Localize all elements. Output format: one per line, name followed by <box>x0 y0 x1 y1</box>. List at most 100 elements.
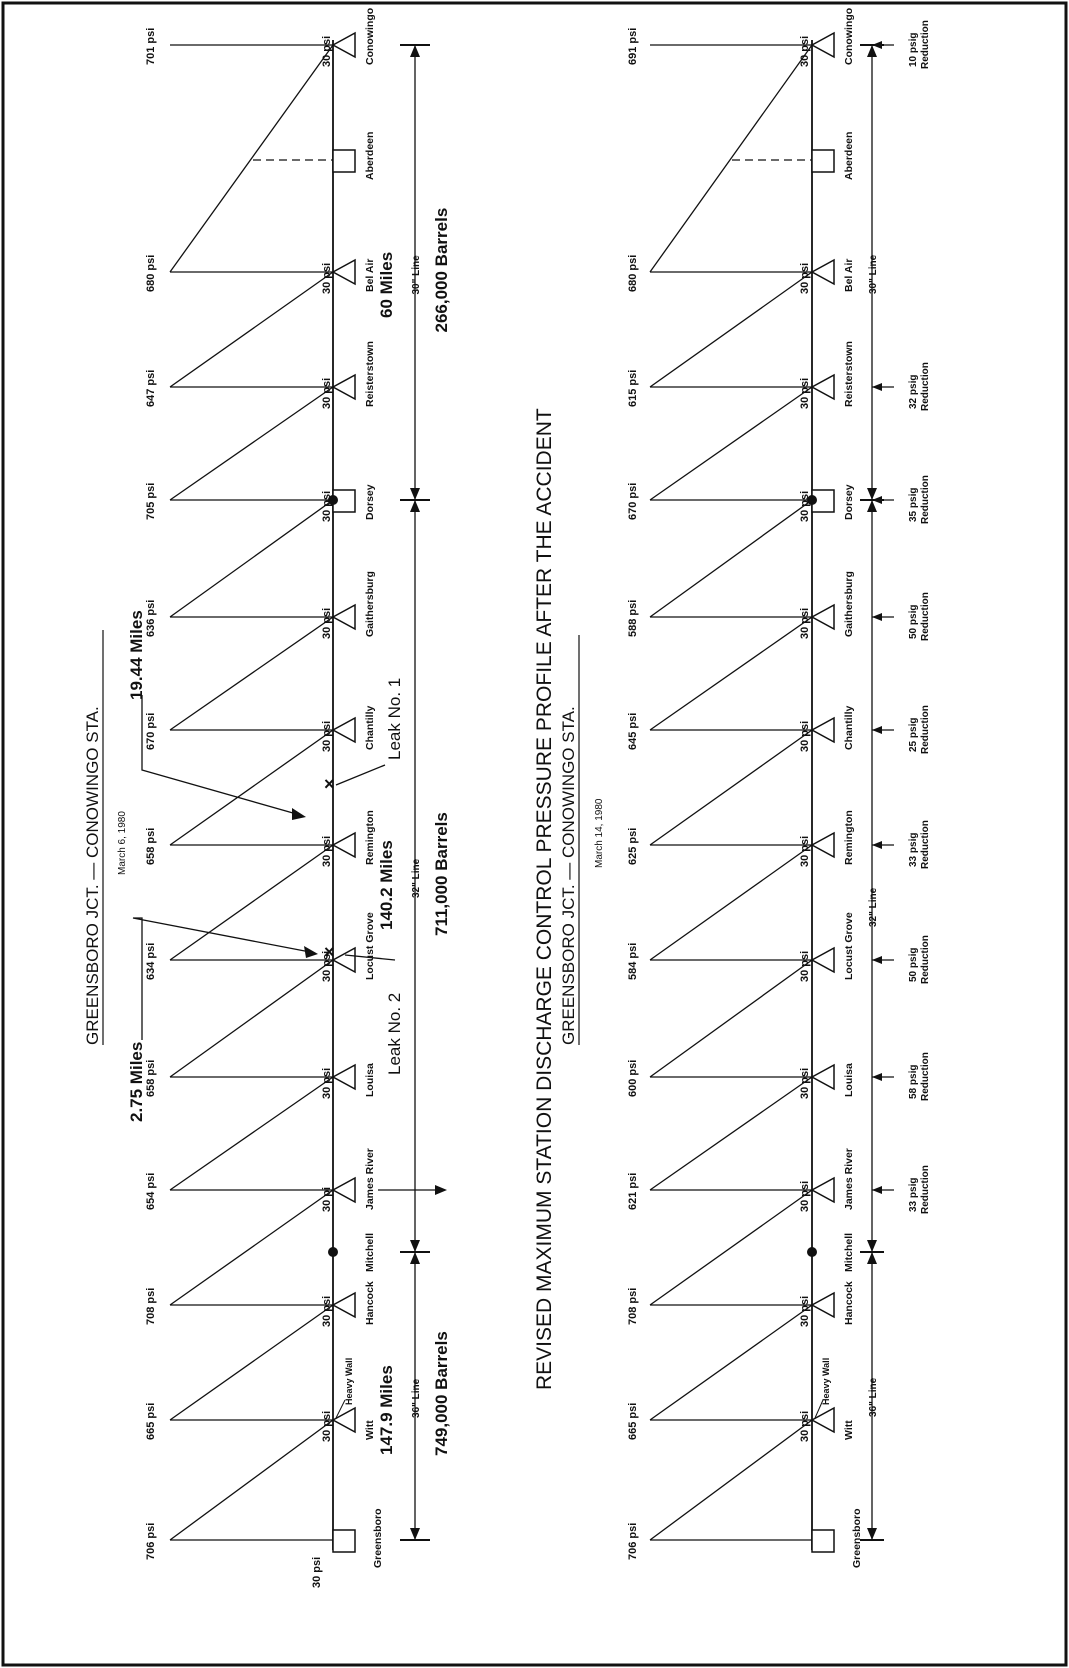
pump-station-icon <box>810 1176 835 1204</box>
pump-station-icon <box>810 373 835 401</box>
pump-station-icon <box>810 831 835 859</box>
suction-pressure-label: 30 psi <box>799 1411 811 1442</box>
discharge-pressure-label: 665 psi <box>627 1403 639 1440</box>
hydraulic-gradient-line <box>169 959 334 1078</box>
reduction-label: Reduction <box>920 820 931 869</box>
segment-line-size-label: 30" Line <box>868 254 879 294</box>
hydraulic-gradient-line <box>169 499 334 618</box>
station-label-hancock: Hancock <box>843 1281 855 1325</box>
discharge-pressure-label: 670 psi <box>145 713 157 750</box>
suction-pressure-label: 30 psi <box>799 491 811 522</box>
pump-station-icon <box>331 1176 356 1204</box>
leak-1-marker: × <box>324 774 335 794</box>
pump-station-icon <box>331 31 356 59</box>
suction-pressure-label: 30 psi <box>321 263 333 294</box>
station-label-locust-grove: Locust Grove <box>843 912 855 980</box>
arrowhead <box>867 1252 877 1264</box>
suction-pressure-label: 30 psi <box>321 378 333 409</box>
hydraulic-gradient-line <box>649 616 813 731</box>
pump-station-icon <box>810 1406 835 1434</box>
suction-pressure-label: 30 psi <box>799 1068 811 1099</box>
discharge-pressure-label: 647 psi <box>145 370 157 407</box>
pump-station-icon <box>331 603 356 631</box>
suction-pressure-label: 30 psi <box>799 608 811 639</box>
discharge-pressure-label: 654 psi <box>145 1173 157 1210</box>
heavy-wall-label: Heavy Wall <box>344 1358 354 1405</box>
arrowhead <box>872 1073 882 1081</box>
segment-line-size-label: 36" Line <box>411 1378 422 1418</box>
suction-pressure-label: 30 psi <box>799 1181 811 1212</box>
discharge-pressure-label: 658 psi <box>145 828 157 865</box>
discharge-pressure-label: 636 psi <box>145 600 157 637</box>
reduction-label: Reduction <box>920 1165 931 1214</box>
station-label-remington: Remington <box>843 810 855 865</box>
hydraulic-gradient-line <box>169 44 334 273</box>
station-label-bel-air: Bel Air <box>843 259 855 292</box>
station-label-gaithersburg: Gaithersburg <box>843 571 855 637</box>
panel-b-profile: 706 psi 665 psi 30 psi 708 psi 30 psi 621 psi… <box>627 8 931 1568</box>
station-label-gaithersburg: Gaithersburg <box>364 571 376 637</box>
station-label-louisa: Louisa <box>843 1063 855 1097</box>
reduction-label: Reduction <box>920 362 931 411</box>
miles-19-44-label: 19.44 Miles <box>127 610 146 700</box>
reduction-label: Reduction <box>920 935 931 984</box>
arrowhead <box>872 41 882 49</box>
pump-station-icon <box>331 946 356 974</box>
hydraulic-gradient-line <box>169 386 334 501</box>
arrowhead <box>872 841 882 849</box>
arrowhead <box>872 496 882 504</box>
hydraulic-gradient-line <box>649 386 813 501</box>
suction-pressure-label: 30 psi <box>799 721 811 752</box>
main-title: REVISED MAXIMUM STATION DISCHARGE CONTRO… <box>533 408 556 1390</box>
arrowhead <box>304 946 318 958</box>
discharge-pressure-label: 701 psi <box>145 28 157 65</box>
pump-station-icon <box>810 946 835 974</box>
arrowhead <box>867 1528 877 1540</box>
discharge-pressure-label: 665 psi <box>145 1403 157 1440</box>
station-label-hancock: Hancock <box>364 1281 376 1325</box>
greensboro-suction-label: 30 psi <box>311 1557 323 1588</box>
reduction-value-label: 50 psig <box>908 948 919 982</box>
discharge-pressure-label: 621 psi <box>627 1173 639 1210</box>
pump-station-icon <box>810 716 835 744</box>
pump-station-icon <box>810 258 835 286</box>
discharge-pressure-label: 691 psi <box>627 28 639 65</box>
leak-1-pointer <box>335 764 386 786</box>
station-label-chantilly: Chantilly <box>843 706 855 750</box>
segment-barrels-label: 266,000 Barrels <box>432 208 451 333</box>
discharge-pressure-label: 708 psi <box>145 1288 157 1325</box>
reduction-label: Reduction <box>920 705 931 754</box>
discharge-pressure-label: 670 psi <box>627 483 639 520</box>
pump-station-icon <box>810 603 835 631</box>
discharge-pressure-label: 634 psi <box>145 943 157 980</box>
arrowhead <box>867 488 877 500</box>
station-label-mitchell: Mitchell <box>843 1233 855 1272</box>
panel-a-title: GREENSBORO JCT. — CONOWINGO STA. <box>83 706 102 1045</box>
arrowhead <box>410 1240 420 1252</box>
suction-pressure-label: 30 psi <box>799 36 811 67</box>
discharge-pressure-label: 706 psi <box>145 1523 157 1560</box>
station-label-louisa: Louisa <box>364 1063 376 1097</box>
station-label-reisterstown: Reisterstown <box>364 341 376 407</box>
discharge-pressure-label: 600 psi <box>627 1060 639 1097</box>
arrowhead <box>867 500 877 512</box>
station-label-chantilly: Chantilly <box>364 706 376 750</box>
hydraulic-gradient-line <box>169 616 334 731</box>
terminal-box-icon <box>811 149 835 173</box>
reduction-value-label: 33 psig <box>908 833 919 867</box>
arrowhead <box>872 726 882 734</box>
discharge-pressure-label: 705 psi <box>145 483 157 520</box>
station-label-greensboro: Greensboro <box>372 1508 384 1568</box>
arrowhead <box>410 500 420 512</box>
hydraulic-gradient-line <box>169 1304 334 1421</box>
pump-station-icon <box>331 1291 356 1319</box>
hydraulic-gradient-line <box>649 44 813 273</box>
segment-barrels-label: 749,000 Barrels <box>432 1331 451 1456</box>
terminal-box-icon <box>332 1529 356 1553</box>
discharge-pressure-label: 680 psi <box>145 255 157 292</box>
station-label-locust-grove: Locust Grove <box>364 912 376 980</box>
arrowhead <box>410 45 420 57</box>
station-label-james-river: James River <box>364 1148 376 1210</box>
leak-2-marker: × <box>324 942 335 962</box>
pump-station-icon <box>810 1063 835 1091</box>
